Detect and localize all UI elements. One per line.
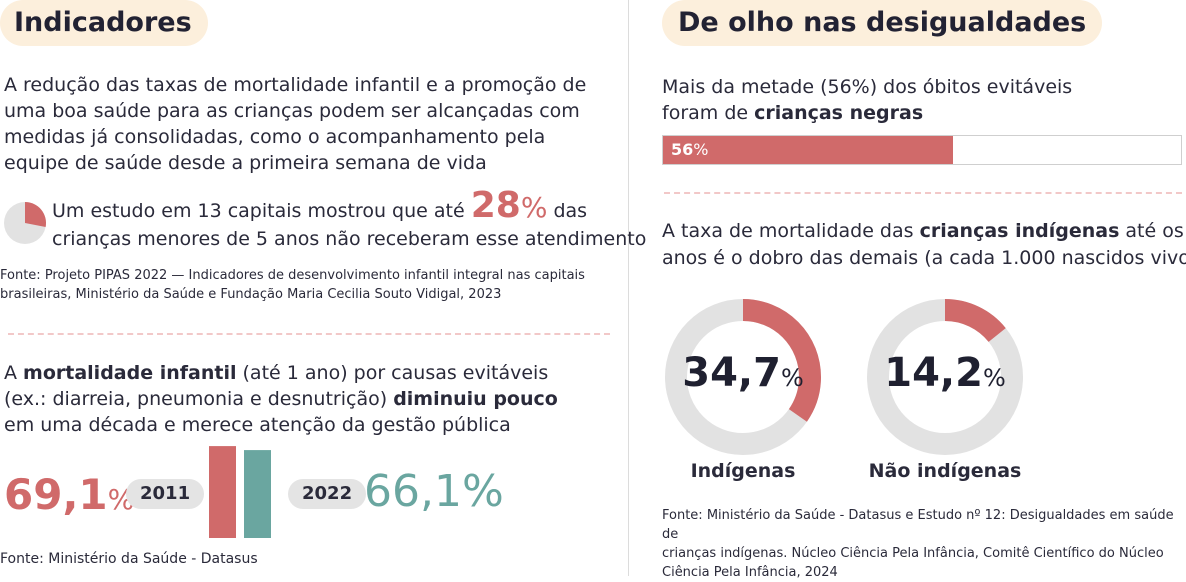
indigenous-line-2: anos é o dobro das demais (a cada 1.000 … — [662, 247, 1186, 269]
donut-indigenous — [665, 299, 821, 455]
mortality-text: A mortalidade infantil (até 1 ano) por c… — [4, 360, 558, 438]
left-section-title: Indicadores — [0, 0, 208, 46]
black-line-2: foram de crianças negras — [662, 102, 924, 124]
mortality-bar-2011 — [209, 446, 236, 538]
left-dashed-divider — [8, 333, 610, 335]
indigenous-text: A taxa de mortalidade das crianças indíg… — [662, 218, 1186, 272]
year-2011-badge: 2011 — [126, 479, 205, 509]
black-children-bar: 56% — [662, 135, 1182, 165]
value-2022-number: 66,1 — [364, 466, 462, 517]
source-line: Fonte: Ministério da Saúde - Datasus e E… — [662, 508, 1174, 542]
mortality-line-2: (ex.: diarreia, pneumonia e desnutrição)… — [4, 388, 558, 410]
intro-line: uma boa saúde para as crianças podem ser… — [4, 100, 580, 122]
source-line: Ciência Pela Infância, 2024 — [662, 565, 838, 580]
study-post: das — [553, 200, 588, 222]
source-line: brasileiras, Ministério da Saúde e Funda… — [0, 287, 502, 302]
bar-fill-56 — [663, 136, 954, 164]
black-children-text: Mais da metade (56%) dos óbitos evitávei… — [662, 74, 1072, 126]
donut-arc-non-indigenous — [867, 299, 1023, 455]
source-pipas: Fonte: Projeto PIPAS 2022 — Indicadores … — [0, 266, 585, 304]
study-text: Um estudo em 13 capitais mostrou que até… — [52, 188, 588, 224]
intro-line: medidas já consolidadas, como o acompanh… — [4, 126, 546, 148]
study-percent: % — [520, 191, 548, 224]
black-line-1: Mais da metade (56%) dos óbitos evitávei… — [662, 76, 1073, 98]
right-section-title: De olho nas desigualdades — [662, 0, 1103, 46]
indigenous-line-1: A taxa de mortalidade das crianças indíg… — [662, 220, 1186, 242]
source-indigenous: Fonte: Ministério da Saúde - Datasus e E… — [662, 506, 1186, 582]
pie-slice-28 — [25, 202, 47, 227]
column-divider — [628, 0, 629, 576]
value-2011-number: 69,1 — [4, 470, 108, 519]
study-line-2: crianças menores de 5 anos não receberam… — [52, 228, 647, 250]
donut-non-indigenous-value: 14,2% — [884, 350, 1006, 396]
mortality-line-3: em uma década e merece atenção da gestão… — [4, 414, 511, 436]
donut-indigenous-value: 34,7% — [682, 350, 804, 396]
value-2022: 66,1% — [364, 466, 504, 517]
intro-line: equipe de saúde desde a primeira semana … — [4, 152, 487, 174]
donut-arc-indigenous — [665, 299, 821, 455]
study-pie-chart — [4, 202, 47, 244]
year-2022-badge: 2022 — [288, 479, 367, 509]
donut-non-indigenous-label: Não indígenas — [868, 460, 1022, 482]
right-dashed-divider — [664, 192, 1182, 194]
value-2022-percent: % — [461, 466, 504, 517]
donut-indigenous-label: Indígenas — [690, 460, 796, 482]
source-datasus: Fonte: Ministério da Saúde - Datasus — [0, 551, 258, 567]
study-pre: Um estudo em 13 capitais mostrou que até — [52, 200, 465, 222]
intro-text: A redução das taxas de mortalidade infan… — [4, 72, 586, 176]
bar-label: 56% — [671, 140, 709, 159]
value-2011: 69,1% — [4, 470, 134, 519]
mortality-bar-chart — [209, 446, 271, 538]
mortality-line-1: A mortalidade infantil (até 1 ano) por c… — [4, 362, 549, 384]
source-line: crianças indígenas. Núcleo Ciência Pela … — [662, 546, 1164, 561]
study-number: 28 — [470, 185, 521, 226]
source-line: Fonte: Projeto PIPAS 2022 — Indicadores … — [0, 268, 585, 283]
mortality-bar-2022 — [244, 450, 271, 538]
donut-non-indigenous — [867, 299, 1023, 455]
intro-line: A redução das taxas de mortalidade infan… — [4, 74, 587, 96]
